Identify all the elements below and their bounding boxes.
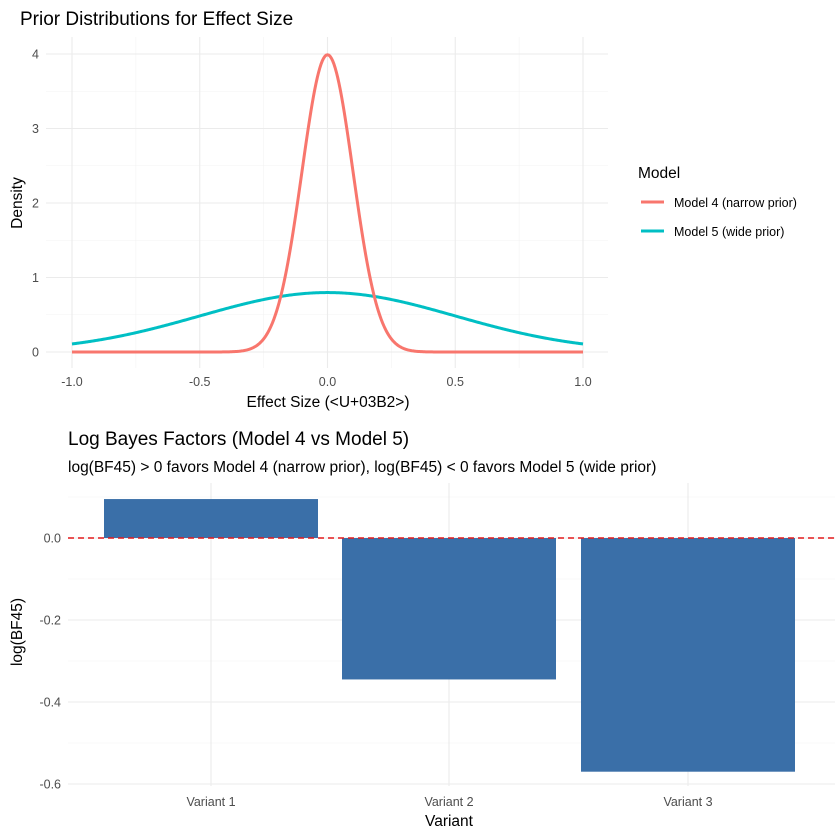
series-line-model-5 (71, 291, 584, 346)
x-tick-label: 1.0 (574, 375, 591, 389)
series-line-model-4 (72, 53, 583, 354)
legend-item-model-5: Model 5 (wide prior) (641, 225, 784, 239)
x-tick-label: Variant 3 (663, 795, 712, 809)
bayes-factor-chart: Log Bayes Factors (Model 4 vs Model 5) l… (9, 429, 835, 830)
legend-title: Model (638, 165, 680, 182)
x-tick-label: -0.5 (189, 375, 211, 389)
y-tick-label: 1 (32, 271, 39, 285)
bayes-chart-title: Log Bayes Factors (Model 4 vs Model 5) (68, 429, 409, 450)
bayes-chart-y-axis-title: log(BF45) (9, 598, 26, 666)
bayes-chart-x-axis-title: Variant (425, 813, 474, 830)
x-tick-label: 0.0 (319, 375, 336, 389)
bar-variant-1 (104, 499, 318, 538)
prior-chart-legend: Model Model 4 (narrow prior) Model 5 (wi… (638, 165, 797, 239)
y-tick-label: 0 (32, 346, 39, 360)
x-tick-label: -1.0 (61, 375, 83, 389)
x-tick-label: 0.5 (447, 375, 464, 389)
x-tick-label: Variant 2 (424, 795, 473, 809)
y-tick-label: -0.4 (39, 696, 61, 710)
bayes-chart-y-ticks: 0.0 -0.2 -0.4 -0.6 (39, 532, 61, 792)
legend-label-model-4: Model 4 (narrow prior) (674, 196, 797, 210)
prior-chart-y-ticks: 0 1 2 3 4 (32, 48, 39, 360)
y-tick-label: 0.0 (44, 532, 61, 546)
y-tick-label: -0.2 (39, 614, 61, 628)
y-tick-label: -0.6 (39, 778, 61, 792)
prior-chart-x-axis-title: Effect Size (<U+03B2>) (247, 394, 410, 411)
y-tick-label: 3 (32, 122, 39, 136)
legend-label-model-5: Model 5 (wide prior) (674, 225, 784, 239)
x-tick-label: Variant 1 (186, 795, 235, 809)
prior-chart-y-axis-title: Density (9, 177, 26, 229)
bayes-chart-x-ticks: Variant 1 Variant 2 Variant 3 (186, 795, 712, 809)
y-tick-label: 4 (32, 48, 39, 62)
prior-chart-title: Prior Distributions for Effect Size (20, 9, 293, 30)
bar-variant-2 (342, 538, 556, 680)
prior-chart-x-ticks: -1.0 -0.5 0.0 0.5 1.0 (61, 375, 592, 389)
prior-chart-series (71, 53, 584, 354)
prior-chart-grid (46, 37, 608, 368)
y-tick-label: 2 (32, 197, 39, 211)
bar-variant-3 (581, 538, 795, 772)
prior-density-chart: Prior Distributions for Effect Size 0 1 2 3… (9, 9, 797, 411)
bayes-chart-bars (104, 499, 795, 772)
bayes-chart-subtitle: log(BF45) > 0 favors Model 4 (narrow pri… (68, 459, 656, 476)
legend-item-model-4: Model 4 (narrow prior) (641, 196, 797, 210)
